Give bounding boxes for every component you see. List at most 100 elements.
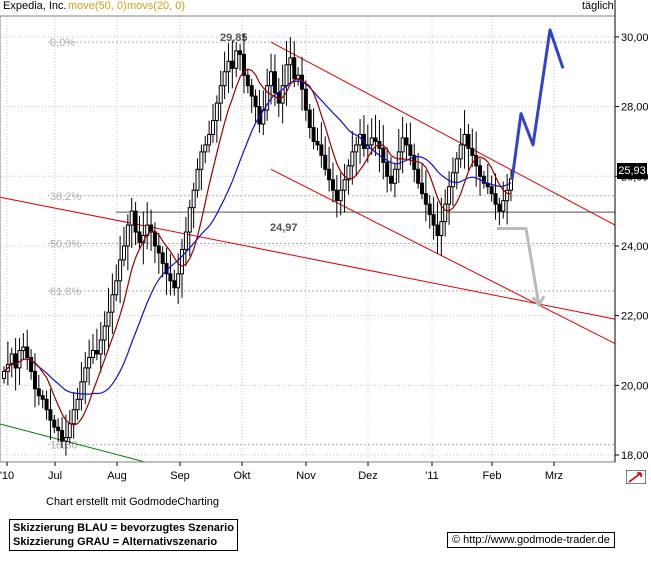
candle-body (110, 294, 115, 313)
candle-body (450, 172, 455, 188)
fib-label: 61,8% (50, 286, 81, 298)
ma20-label: movs(20, 0) (127, 0, 186, 12)
candle-body (195, 168, 200, 191)
candle-body (133, 210, 138, 233)
candle-body (447, 186, 452, 205)
y-tick-label: 28,00 (621, 102, 649, 114)
candle-body (338, 189, 343, 202)
candle-body (509, 178, 513, 191)
candle-body (230, 60, 235, 69)
source-link[interactable]: © http://www.godmode-trader.de (447, 532, 615, 548)
candle-body (156, 245, 161, 254)
candle-body (118, 259, 123, 282)
candle-body (358, 133, 363, 146)
grey-scenario-path (497, 227, 541, 306)
candle-body (489, 186, 494, 195)
candle-body (13, 353, 18, 369)
ma20-line (3, 68, 512, 426)
candle-body (207, 133, 212, 146)
high-annotation: 29,85 (220, 32, 248, 44)
last-price-tag: 25,93 (617, 163, 647, 179)
candle-body (149, 224, 154, 233)
fib-label: 0,0% (50, 37, 75, 49)
candle-body (29, 356, 34, 372)
candle-body (60, 430, 65, 442)
candle-body (292, 57, 297, 80)
candle-body (400, 137, 405, 153)
x-tick-label: '10 (0, 470, 14, 482)
support-annotation: 24,97 (270, 222, 298, 234)
scenario-legend: Skizzierung BLAU = bevorzugtes Szenario … (9, 519, 238, 551)
candle-body (265, 85, 270, 111)
candle-body (91, 350, 96, 358)
chart-pointer-icon[interactable] (626, 470, 646, 484)
candle-body (17, 350, 22, 369)
candle-body (493, 193, 498, 205)
candle-body (241, 53, 246, 76)
x-tick-label: Dez (358, 470, 378, 482)
candle-body (160, 252, 165, 264)
candle-body (323, 154, 328, 170)
candle-body (481, 175, 486, 184)
candle-body (238, 50, 243, 55)
candle-body (419, 182, 424, 195)
candle-body (32, 370, 37, 390)
channel-upper-line (270, 41, 616, 226)
candle-body (435, 224, 440, 237)
candle-body (214, 102, 219, 122)
candle-body (350, 151, 355, 167)
candle-body (253, 95, 258, 108)
copyright-icon: © (452, 534, 461, 546)
candle-body (327, 168, 332, 181)
candle-body (412, 154, 417, 170)
candle-body (303, 88, 308, 111)
candle-body (9, 353, 14, 365)
candle-body (106, 311, 111, 327)
candle-body (79, 381, 84, 400)
trendlines (0, 41, 616, 463)
legend-grey-text: Skizzierung GRAU = Alternativszenario (13, 536, 218, 548)
candle-body (272, 71, 277, 94)
candle-body (389, 175, 394, 184)
candle-body (176, 273, 181, 289)
candle-body (168, 273, 173, 282)
candle-body (423, 193, 428, 205)
y-tick-label: 30,00 (621, 32, 649, 44)
channel-lower-line (270, 168, 616, 344)
y-tick-label: 24,00 (621, 241, 649, 253)
candle-body (427, 203, 432, 216)
candle-body (183, 231, 188, 250)
candle-body (67, 423, 72, 439)
candle-body (44, 398, 49, 411)
green-trendline (0, 423, 146, 463)
candle-body (443, 203, 448, 223)
candle-body (63, 437, 68, 442)
candle-body (439, 221, 444, 237)
x-tick-label: Nov (296, 470, 316, 482)
source-url[interactable]: http://www.godmode-trader.de (463, 534, 610, 546)
candle-body (102, 325, 107, 341)
candle-body (71, 409, 76, 425)
candle-body (373, 137, 378, 142)
candle-body (40, 395, 45, 400)
long-trendline (0, 196, 616, 320)
grey-scenario-arrowhead (531, 295, 546, 307)
x-tick-label: Sep (170, 470, 190, 482)
x-tick-label: Okt (233, 470, 250, 482)
candle-body (396, 151, 401, 170)
candle-body (222, 71, 227, 87)
candle-body (319, 144, 324, 156)
candle-body (218, 85, 223, 104)
chart-axes: 18,0020,0022,0024,0026,0028,0030,00'10Ju… (0, 0, 649, 482)
candle-body (210, 120, 215, 135)
candle-body (454, 158, 459, 174)
plot-frame (0, 15, 616, 463)
candle-body (234, 50, 239, 69)
candle-body (346, 165, 351, 181)
scenario-sketches (497, 28, 565, 307)
x-tick-label: Jul (48, 470, 62, 482)
candle-body (114, 280, 119, 296)
candle-body (505, 189, 510, 202)
candle-body (404, 137, 409, 146)
